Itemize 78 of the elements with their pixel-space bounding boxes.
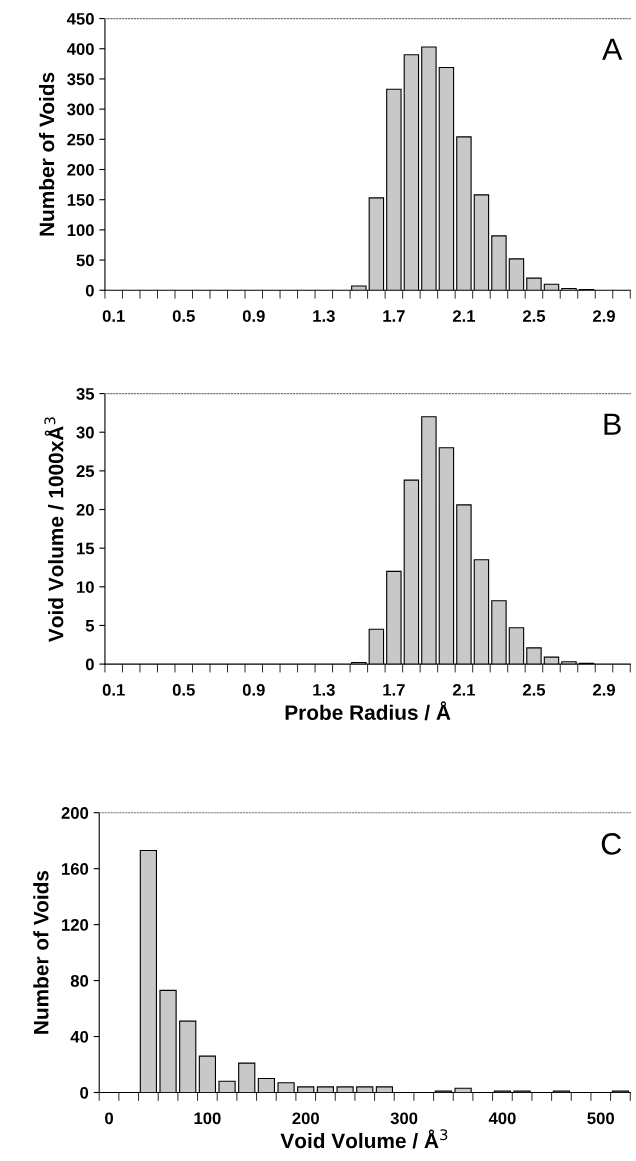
bar — [438, 66, 455, 291]
bar — [491, 235, 507, 291]
bar — [375, 1086, 394, 1093]
bar — [336, 1086, 354, 1093]
x-tick-label: 2.1 — [452, 683, 476, 696]
bar — [257, 1077, 276, 1093]
y-tick-label: 30 — [76, 426, 94, 439]
y-tick-label: 250 — [67, 133, 94, 146]
bar — [316, 1086, 335, 1093]
y-tick-label: 40 — [70, 1030, 89, 1043]
y-tick-label: 50 — [76, 254, 94, 267]
x-tick-label: 400 — [488, 1112, 516, 1125]
bar — [508, 258, 525, 291]
x-tick-label: 300 — [390, 1112, 418, 1125]
x-tick-label: 2.9 — [593, 310, 615, 322]
x-tick-label: 0.1 — [102, 683, 125, 696]
x-axis-title: Void Volume / Å$^{3}$ — [280, 1129, 448, 1149]
bar — [198, 1055, 217, 1093]
x-tick-label: 1.7 — [383, 310, 405, 322]
bar — [421, 46, 437, 291]
y-tick-label: 200 — [61, 807, 89, 819]
bar — [159, 989, 177, 1093]
x-tick-label: 1.3 — [313, 310, 335, 322]
annotation: C — [601, 833, 622, 855]
x-tick-label: 0 — [105, 1112, 113, 1125]
y-tick-label: 0 — [80, 1086, 89, 1099]
y-tick-label: 300 — [67, 103, 94, 116]
bar — [386, 88, 402, 291]
y-tick-label: 160 — [62, 863, 89, 875]
y-tick-label: 100 — [67, 224, 94, 237]
y-tick-label: 80 — [70, 974, 89, 987]
bar — [403, 54, 420, 291]
x-axis-title: Probe Radius / Å — [285, 701, 451, 721]
y-tick-label: 10 — [77, 581, 94, 594]
bar — [456, 136, 472, 291]
y-axis-title: Void Volume / 1000xÅ$^{3}$ — [44, 417, 64, 643]
x-tick-label: 1.7 — [383, 684, 405, 696]
x-tick-label: 2.5 — [522, 683, 546, 696]
bar — [351, 285, 367, 291]
bar — [218, 1080, 236, 1093]
x-tick-label: 0.9 — [242, 310, 265, 322]
bar — [277, 1082, 295, 1093]
x-tick-label: 200 — [292, 1112, 319, 1125]
y-tick-label: 20 — [76, 503, 94, 516]
bar — [179, 1020, 197, 1093]
bar — [356, 1086, 374, 1093]
y-tick-label: 150 — [67, 194, 94, 206]
x-tick-label: 1.3 — [313, 683, 335, 696]
bar — [139, 849, 158, 1093]
x-tick-label: 0.5 — [172, 683, 195, 696]
y-axis-title: Number of Voids — [33, 870, 49, 1034]
x-tick-label: 2.9 — [593, 683, 615, 696]
bar — [526, 277, 542, 291]
bar — [297, 1086, 315, 1093]
bar — [473, 194, 490, 291]
x-tick-label: 2.1 — [452, 310, 476, 322]
x-tick-label: 0.1 — [102, 310, 125, 322]
y-tick-label: 0 — [85, 658, 94, 671]
y-tick-label: 0 — [85, 284, 94, 297]
y-tick-label: 15 — [77, 542, 95, 555]
x-tick-label: 0.5 — [172, 310, 195, 322]
y-tick-label: 5 — [85, 620, 95, 632]
x-tick-label: 500 — [587, 1112, 614, 1125]
y-tick-label: 25 — [76, 465, 95, 478]
x-tick-label: 2.5 — [522, 310, 546, 322]
x-tick-label: 0.9 — [242, 683, 265, 696]
y-tick-label: 35 — [76, 387, 95, 400]
bar — [368, 197, 385, 291]
x-tick-label: 100 — [194, 1112, 221, 1125]
y-axis-title: Number of Voids — [38, 72, 55, 236]
y-tick-label: 200 — [67, 163, 94, 176]
annotation: B — [604, 413, 621, 435]
annotation: A — [602, 38, 623, 60]
y-tick-label: 350 — [67, 73, 94, 86]
y-tick-label: 400 — [66, 43, 94, 55]
bar — [238, 1062, 256, 1093]
y-tick-label: 450 — [66, 12, 94, 25]
y-tick-label: 120 — [62, 919, 89, 931]
